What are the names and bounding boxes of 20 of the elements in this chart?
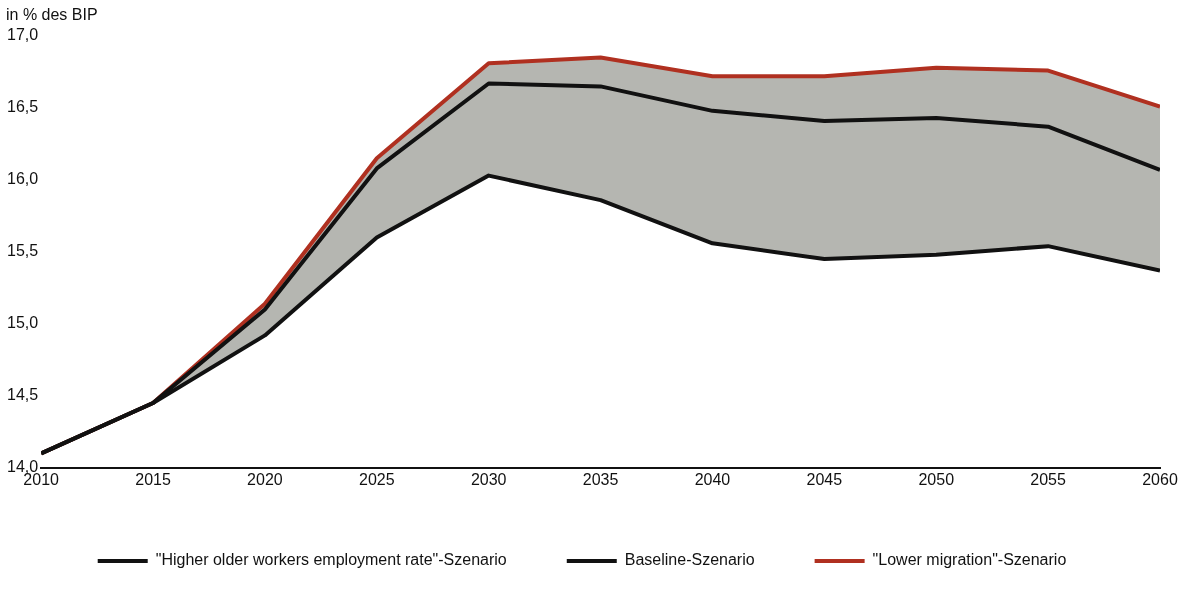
y-tick-label: 15,5 <box>7 242 39 260</box>
y-axis-title: in % des BIP <box>6 6 98 24</box>
x-tick-label: 2045 <box>806 470 843 488</box>
x-tick-label: 2060 <box>1142 470 1178 488</box>
y-tick-label: 15,0 <box>7 314 39 332</box>
x-tick-label: 2040 <box>694 470 731 488</box>
y-tick-label: 14,5 <box>7 386 39 404</box>
x-tick-label: 2055 <box>1030 470 1067 488</box>
legend-label: Baseline-Szenario <box>624 551 755 569</box>
x-tick-label: 2030 <box>470 470 507 488</box>
legend-label: "Higher older workers employment rate"-Szenario <box>155 551 507 569</box>
y-tick-label: 16,0 <box>7 170 39 188</box>
legend-label: "Lower migration"-Szenario <box>872 551 1067 569</box>
x-tick-label: 2020 <box>247 470 283 488</box>
x-tick-label: 2015 <box>135 470 171 488</box>
x-tick-label: 2050 <box>918 470 955 488</box>
y-tick-label: 17,0 <box>7 26 39 44</box>
x-tick-label: 2035 <box>582 470 619 488</box>
x-tick-label: 2025 <box>359 470 395 488</box>
y-tick-label: 16,5 <box>7 98 39 116</box>
